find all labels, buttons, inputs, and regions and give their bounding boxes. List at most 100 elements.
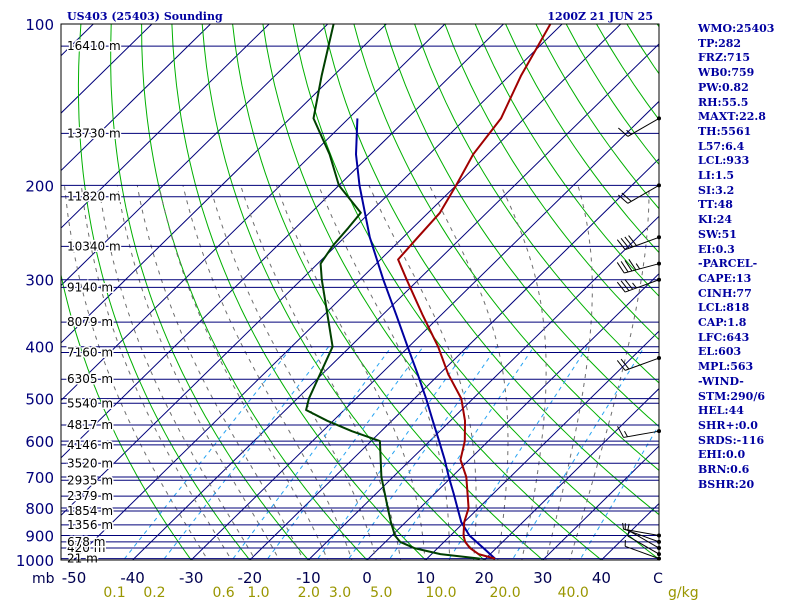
wind-barb-half-feather	[624, 430, 628, 437]
temperature-tick-label: 30	[533, 569, 552, 587]
mixing-ratio-unit: g/kg	[668, 585, 699, 600]
height-label: 7160 m	[67, 345, 113, 359]
wind-barb-half-feather	[635, 263, 641, 270]
height-label: 13730 m	[67, 126, 121, 140]
plot-frame	[60, 23, 660, 561]
isotherm-line	[425, 330, 659, 560]
height-label: 21 m	[67, 552, 98, 566]
dewpoint-trace	[305, 24, 480, 560]
isotherm-line	[61, 24, 446, 402]
moist-adiabat-line	[158, 185, 329, 560]
pressure-tick-label: 200	[25, 177, 54, 195]
wind-barb-feather	[628, 259, 637, 271]
moist-adiabat-line	[276, 185, 426, 560]
dry-adiabat-line	[61, 272, 192, 560]
pressure-tick-label: 400	[25, 339, 54, 357]
mixing-ratio-label: 1.0	[247, 585, 269, 600]
pressure-tick-label: 600	[25, 433, 54, 451]
wind-barb-half-feather	[626, 129, 632, 135]
moist-adiabat-line	[240, 185, 402, 560]
wind-barb-half-feather	[632, 282, 637, 289]
wind-barb-staff	[627, 117, 660, 137]
sounding-index-item: TP:282	[698, 36, 742, 50]
wind-barb-feather	[618, 194, 629, 204]
sounding-profiles	[305, 24, 552, 560]
pressure-tick-label: 500	[25, 391, 54, 409]
dry-adiabat-line	[323, 24, 659, 516]
height-label: 4146 m	[67, 438, 113, 452]
dry-adiabat-line	[77, 24, 251, 560]
dry-adiabat-line	[201, 24, 485, 560]
wind-barb-feather	[624, 236, 634, 248]
height-label: 678 m	[67, 535, 105, 549]
wind-barb-feather	[616, 360, 626, 371]
sounding-index-item: EI:0.3	[698, 242, 735, 256]
isotherm-line	[190, 100, 659, 560]
wind-barb-half-feather	[627, 523, 630, 531]
height-label: 1854 m	[67, 504, 113, 518]
height-label: 6305 m	[67, 372, 113, 386]
temperature-tick-label: -10	[296, 569, 321, 587]
sounding-index-item: BSHR:20	[698, 477, 755, 491]
mixing-ratio-label: 20.0	[489, 585, 520, 600]
height-label: 5540 m	[67, 396, 113, 410]
mixing-ratio-line	[388, 346, 535, 560]
temperature-tick-label: -50	[62, 569, 87, 587]
mixing-ratio-line	[266, 346, 424, 560]
mixing-ratio-label: 5.0	[370, 585, 392, 600]
dry-adiabat-line	[444, 24, 659, 341]
moist-adiabat-line	[569, 185, 650, 560]
sounding-index-item: FRZ:715	[698, 51, 751, 65]
pressure-tick-label: 300	[25, 272, 54, 290]
temperature-tick-label: -30	[179, 569, 204, 587]
parcel-trace	[355, 118, 496, 560]
wind-barb-feather	[616, 239, 626, 250]
chart-title-right: 1200Z 21 JUN 25	[547, 10, 653, 23]
dry-adiabat-line	[505, 24, 659, 254]
isotherm-line	[366, 273, 659, 560]
wind-barb-staff	[624, 263, 660, 274]
dry-adiabat-line	[474, 24, 659, 297]
moist-adiabat-line	[136, 185, 304, 560]
dry-adiabat-line	[292, 24, 659, 560]
sounding-index-item: TT:48	[698, 198, 733, 212]
mixing-ratio-label: 0.1	[103, 585, 125, 600]
isotherm-line	[61, 24, 387, 344]
mixing-ratio-line	[231, 346, 392, 560]
height-label: 11820 m	[67, 190, 121, 204]
sounding-index-item: L57:6.4	[698, 139, 745, 153]
isotherm-line	[542, 445, 659, 560]
wind-barb-feather	[617, 426, 624, 438]
wind-barb-half-feather	[622, 522, 625, 530]
sounding-index-item: BRN:0.6	[698, 463, 750, 477]
isotherm-line	[61, 24, 329, 287]
sounding-index-item: KI:24	[698, 213, 733, 227]
mixing-ratio-line	[347, 346, 498, 560]
pressure-tick-label: 100	[25, 16, 54, 34]
sounding-index-item: HEL:44	[698, 404, 744, 418]
height-label: 8079 m	[67, 315, 113, 329]
wind-barb-feather	[620, 280, 630, 291]
mixing-ratio-label: 0.6	[212, 585, 234, 600]
isotherm-line	[61, 24, 563, 516]
wind-barb-staff	[623, 430, 660, 438]
pressure-axis-label: mb	[32, 571, 55, 587]
mixing-ratio-label: 10.0	[425, 585, 456, 600]
isotherm-line	[132, 43, 659, 560]
pressure-tick-label: 700	[25, 469, 54, 487]
temperature-tick-label: 20	[475, 569, 494, 587]
sounding-index-item: SRDS:-116	[698, 433, 765, 447]
wind-barb	[616, 259, 661, 274]
height-label: 9140 m	[67, 280, 113, 294]
wind-barb-staff	[627, 535, 660, 555]
height-label: 3520 m	[67, 456, 113, 470]
sounding-index-item: LCL:818	[698, 301, 750, 315]
wind-barb-feather	[624, 260, 633, 272]
isobar-lines	[61, 23, 659, 561]
temperature-tick-label: -40	[120, 569, 145, 587]
dry-adiabat-line	[353, 24, 659, 472]
temperature-tick-label: 0	[362, 569, 372, 587]
mixing-ratio-label: 40.0	[558, 585, 589, 600]
wind-barb-staff	[625, 529, 660, 543]
